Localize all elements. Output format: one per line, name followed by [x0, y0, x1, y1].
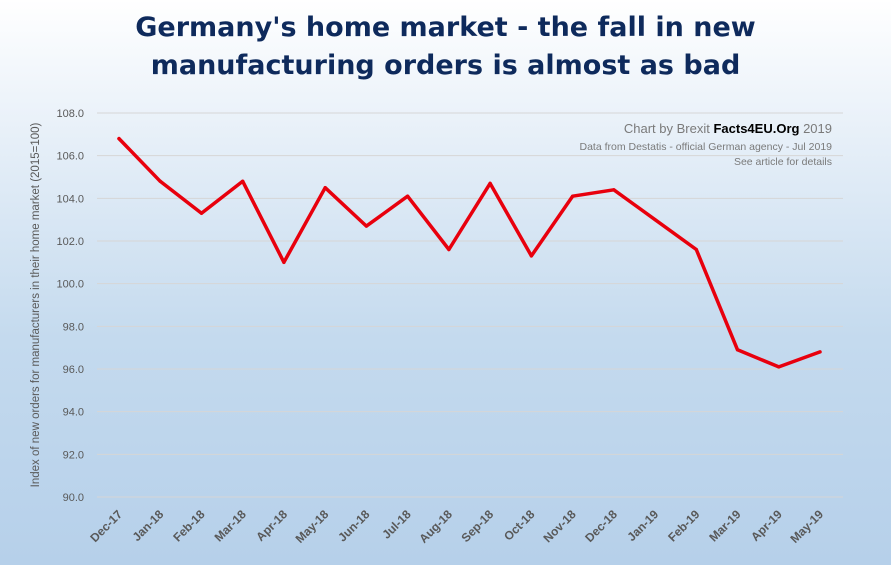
- y-tick-label: 102.0: [56, 236, 84, 248]
- data-point: [199, 211, 204, 215]
- x-tick-label: Jun-18: [335, 507, 372, 544]
- credit-line-1: Chart by Brexit Facts4EU.Org 2019: [624, 121, 832, 136]
- y-tick-label: 92.0: [63, 449, 84, 461]
- x-tick-label: Aug-18: [416, 507, 455, 546]
- data-point: [653, 218, 657, 222]
- y-tick-label: 108.0: [56, 108, 84, 120]
- y-tick-label: 96.0: [63, 364, 84, 376]
- x-tick-label: Apr-19: [748, 507, 785, 544]
- x-tick-label: Jul-18: [379, 507, 414, 542]
- data-point: [282, 260, 286, 264]
- data-point: [364, 224, 369, 228]
- y-tick-label: 104.0: [56, 193, 84, 205]
- credit-line-3: See article for details: [734, 156, 832, 168]
- x-tick-label: Apr-18: [253, 507, 290, 544]
- data-point: [406, 194, 410, 198]
- data-point: [777, 365, 781, 369]
- credit-prefix: Chart by Brexit: [624, 121, 714, 136]
- series-layer: [117, 136, 822, 369]
- x-tick-label: Mar-18: [212, 507, 249, 544]
- data-point: [818, 350, 822, 354]
- x-tick-label: Jan-19: [624, 507, 661, 544]
- x-tick-label: Nov-18: [541, 507, 579, 545]
- credit-suffix: 2019: [799, 121, 832, 136]
- y-axis-ticks: 90.0 92.0 94.0 96.0 98.0 100.0 102.0 104.0 106.0…: [56, 108, 84, 504]
- chart-title-line-2: manufacturing orders is almost as bad: [150, 50, 741, 81]
- x-tick-label: Feb-18: [170, 507, 207, 544]
- y-tick-label: 106.0: [56, 151, 84, 163]
- y-tick-label: 100.0: [56, 279, 84, 291]
- chart-credit: Chart by Brexit Facts4EU.Org 2019 Data f…: [580, 121, 833, 168]
- data-point: [323, 186, 327, 190]
- x-tick-label: Feb-19: [665, 507, 702, 544]
- data-point: [529, 254, 533, 258]
- y-axis-label: Index of new orders for manufacturers in…: [30, 122, 42, 487]
- data-point: [158, 179, 162, 183]
- data-point: [117, 137, 121, 141]
- y-tick-label: 98.0: [63, 321, 84, 333]
- y-tick-label: 90.0: [63, 492, 84, 504]
- data-point: [735, 348, 740, 352]
- credit-line-2: Data from Destatis - official German age…: [580, 141, 833, 153]
- data-point: [570, 194, 575, 198]
- x-tick-label: Sep-18: [459, 507, 497, 545]
- credit-brand: Facts4EU.Org: [713, 121, 799, 136]
- x-tick-label: Jan-18: [130, 507, 167, 544]
- x-axis-ticks: Dec-17 Jan-18 Feb-18 Mar-18 Apr-18 May-18 Jun-…: [87, 507, 826, 546]
- y-tick-label: 94.0: [63, 407, 84, 419]
- gridlines: [97, 112, 843, 498]
- x-tick-label: Dec-17: [87, 507, 125, 545]
- x-tick-label: Mar-19: [706, 507, 743, 544]
- x-tick-label: Oct-18: [501, 507, 538, 544]
- data-point: [612, 188, 616, 192]
- x-tick-label: May-18: [293, 507, 332, 546]
- data-point: [694, 247, 698, 252]
- data-point: [488, 181, 492, 185]
- x-tick-label: Dec-18: [582, 507, 620, 545]
- data-point: [241, 179, 245, 183]
- data-point: [447, 247, 451, 252]
- x-tick-label: May-19: [787, 507, 826, 546]
- series-line: [117, 136, 822, 369]
- chart-title-line-1: Germany's home market - the fall in new: [135, 12, 756, 43]
